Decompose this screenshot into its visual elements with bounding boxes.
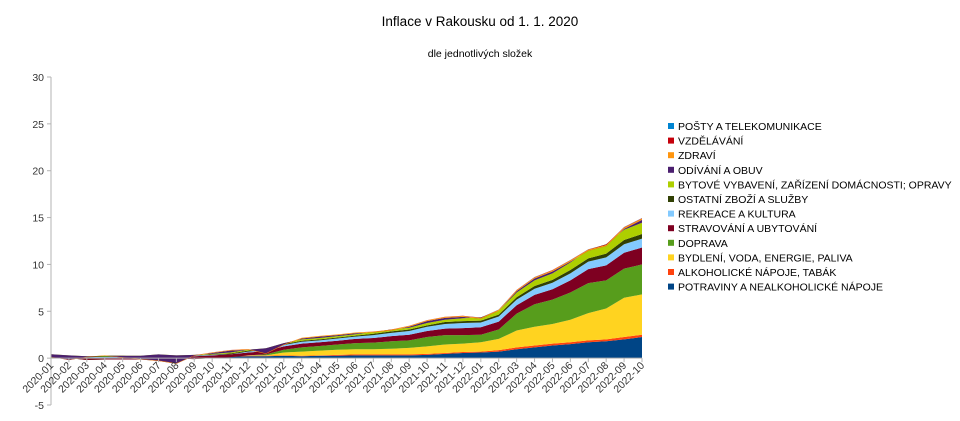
chart-title: Inflace v Rakousku od 1. 1. 2020 bbox=[382, 14, 579, 29]
legend-label: BYDLENÍ, VODA, ENERGIE, PALIVA bbox=[678, 251, 853, 264]
y-tick-label: 25 bbox=[32, 119, 44, 131]
legend-swatch bbox=[668, 210, 674, 217]
legend-label: VZDĚLÁVÁNÍ bbox=[678, 135, 743, 148]
area-bydleni-voda-energie-paliva bbox=[51, 294, 642, 358]
x-axis-ticks: 2020-012020-022020-032020-042020-052020-… bbox=[20, 358, 647, 396]
legend-label: POŠTY A TELEKOMUNIKACE bbox=[678, 120, 822, 133]
legend-label: STRAVOVÁNÍ A UBYTOVÁNÍ bbox=[678, 222, 817, 235]
legend-label: DOPRAVA bbox=[678, 238, 728, 250]
legend-label: ZDRAVÍ bbox=[678, 149, 716, 162]
legend-swatch bbox=[668, 152, 674, 159]
chart-subtitle: dle jednotlivých složek bbox=[428, 48, 533, 60]
y-tick-label: 10 bbox=[32, 259, 44, 271]
legend-label: OSTATNÍ ZBOŽÍ A SLUŽBY bbox=[678, 193, 808, 206]
legend-swatch bbox=[668, 225, 674, 232]
legend-label: ALKOHOLICKÉ NÁPOJE, TABÁK bbox=[678, 266, 836, 279]
area-doprava bbox=[51, 264, 642, 361]
y-tick-label: 20 bbox=[32, 166, 44, 178]
legend-swatch bbox=[668, 283, 674, 290]
area-series-group bbox=[51, 217, 642, 364]
y-axis-ticks: -5 0 5 10 15 20 25 30 bbox=[32, 72, 51, 412]
area-potraviny-a-nealkoholicke-napoje bbox=[51, 337, 642, 359]
area-rekreace-a-kultura bbox=[51, 238, 642, 359]
legend-swatch bbox=[668, 196, 674, 202]
area-stravovani-a-ubytovani bbox=[51, 247, 642, 361]
legend-label: REKREACE A KULTURA bbox=[678, 209, 796, 221]
legend-label: POTRAVINY A NEALKOHOLICKÉ NÁPOJE bbox=[678, 281, 883, 294]
y-tick-label: 0 bbox=[38, 353, 44, 365]
legend-swatch bbox=[668, 269, 674, 275]
y-tick-label: 30 bbox=[32, 72, 44, 84]
area-bytove-vybaveni-zarizeni-domacnosti-opravy bbox=[51, 222, 642, 357]
legend-label: BYTOVÉ VYBAVENÍ, ZAŘÍZENÍ DOMÁCNOSTI; OP… bbox=[678, 178, 952, 191]
legend-swatch bbox=[668, 137, 674, 144]
legend-swatch bbox=[668, 181, 674, 188]
legend-swatch bbox=[668, 254, 674, 261]
axes bbox=[50, 77, 642, 405]
legend-swatch bbox=[668, 123, 674, 129]
y-tick-label: -5 bbox=[35, 400, 44, 412]
legend-label: ODÍVÁNÍ A OBUV bbox=[678, 164, 763, 177]
legend-swatch bbox=[668, 166, 674, 173]
y-tick-label: 15 bbox=[32, 213, 44, 225]
y-tick-label: 5 bbox=[38, 306, 44, 318]
legend-swatch bbox=[668, 239, 674, 246]
area-odivani-a-obuv bbox=[51, 219, 642, 364]
